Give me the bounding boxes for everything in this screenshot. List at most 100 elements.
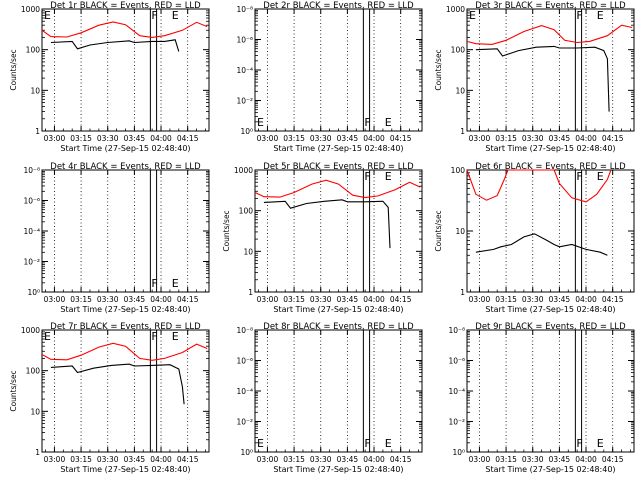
y-tick-label: 1000 xyxy=(21,5,40,14)
series-events-line xyxy=(475,233,608,256)
y-tick-label: 1000 xyxy=(446,5,465,14)
detector-panel-8: Det 8r BLACK = Events, RED = LLD 10⁰ 10⁻² 1… xyxy=(236,322,423,474)
x-tick-label: 03:45 xyxy=(549,295,571,304)
marker-label-e: E xyxy=(597,9,604,22)
x-tick-label: 04:00 xyxy=(150,455,172,464)
detector-panel-4: Det 4r BLACK = Events, RED = LLD 10⁰ 10⁻² 1… xyxy=(23,162,210,314)
plot-frame xyxy=(41,169,210,293)
y-tick-label: 10 xyxy=(30,407,40,416)
series-events-line xyxy=(50,363,185,405)
panel-title: Det 7r BLACK = Events, RED = LLD xyxy=(50,322,201,332)
x-tick-label: 03:15 xyxy=(283,134,305,143)
y-tick-label: 100 xyxy=(451,46,466,55)
y-tick-label: 1 xyxy=(35,448,40,457)
y-tick-label: 10⁻² xyxy=(236,97,253,106)
x-tick-label: 03:00 xyxy=(44,134,66,143)
x-axis-title: Start Time (27-Sep-15 02:48:40) xyxy=(485,305,615,314)
plot-frame xyxy=(466,8,635,132)
x-tick-label: 03:15 xyxy=(495,455,517,464)
x-tick-label: 03:15 xyxy=(70,134,92,143)
x-tick-label: 03:30 xyxy=(310,134,332,143)
y-tick-label: 10⁻² xyxy=(448,418,465,427)
y-tick-label: 100 xyxy=(451,166,466,175)
marker-label-e: E xyxy=(385,170,392,183)
x-tick-label: 04:00 xyxy=(363,134,385,143)
marker-label-f: F xyxy=(364,170,370,183)
x-axis-title: Start Time (27-Sep-15 02:48:40) xyxy=(273,465,403,474)
marker-label-e: E xyxy=(385,116,392,129)
y-tick-label: 10 xyxy=(30,86,40,95)
y-tick-label: 100 xyxy=(26,46,41,55)
marker-label-f: F xyxy=(364,116,370,129)
panel-title: Det 4r BLACK = Events, RED = LLD xyxy=(50,162,201,172)
detector-panel-9: Det 9r BLACK = Events, RED = LLD 10⁰ 10⁻² 1… xyxy=(448,322,635,474)
x-tick-label: 03:00 xyxy=(44,295,66,304)
marker-label-f: F xyxy=(151,9,157,22)
y-tick-label: 10⁻⁸ xyxy=(23,166,40,175)
x-tick-label: 03:15 xyxy=(70,455,92,464)
x-tick-label: 03:15 xyxy=(495,134,517,143)
marker-label-e: E xyxy=(257,116,264,129)
series-lld-line xyxy=(41,342,208,361)
x-tick-label: 04:15 xyxy=(177,295,199,304)
y-tick-label: 10⁻⁶ xyxy=(236,357,253,366)
y-axis-title: Counts/sec xyxy=(9,49,18,90)
series-lld-line xyxy=(466,169,612,203)
y-tick-label: 1000 xyxy=(234,166,253,175)
panel-title: Det 9r BLACK = Events, RED = LLD xyxy=(475,322,626,332)
y-tick-label: 10⁻⁴ xyxy=(236,66,253,75)
marker-label-e: E xyxy=(385,437,392,450)
x-tick-label: 04:00 xyxy=(575,134,597,143)
y-tick-label: 10⁻⁶ xyxy=(23,197,40,206)
panel-title: Det 2r BLACK = Events, RED = LLD xyxy=(263,1,414,11)
y-axis-title: Counts/sec xyxy=(434,210,443,251)
panel-title: Det 8r BLACK = Events, RED = LLD xyxy=(263,322,414,332)
x-tick-label: 03:15 xyxy=(283,295,305,304)
x-axis-title: Start Time (27-Sep-15 02:48:40) xyxy=(485,465,615,474)
y-tick-label: 10 xyxy=(455,227,465,236)
series-lld-line xyxy=(254,179,421,199)
panel-title: Det 5r BLACK = Events, RED = LLD xyxy=(263,162,414,172)
x-axis-title: Start Time (27-Sep-15 02:48:40) xyxy=(273,144,403,153)
marker-label-e: E xyxy=(257,437,264,450)
x-tick-label: 04:15 xyxy=(602,455,624,464)
x-tick-label: 03:15 xyxy=(70,295,92,304)
x-tick-label: 04:15 xyxy=(177,134,199,143)
detector-panel-3: Det 3r BLACK = Events, RED = LLD 1 10 100 10… xyxy=(434,1,635,153)
series-lld-line xyxy=(466,24,633,45)
y-axis-title: Counts/sec xyxy=(434,49,443,90)
y-tick-label: 10⁰ xyxy=(240,448,253,457)
detector-panel-2: Det 2r BLACK = Events, RED = LLD 10⁰ 10⁻² 1… xyxy=(236,1,423,153)
y-tick-label: 10⁻² xyxy=(23,258,40,267)
x-tick-label: 04:00 xyxy=(363,295,385,304)
x-tick-label: 04:15 xyxy=(390,455,412,464)
marker-label-e: E xyxy=(469,9,476,22)
marker-label-e: E xyxy=(172,277,179,290)
x-tick-label: 03:30 xyxy=(97,134,119,143)
x-tick-label: 04:00 xyxy=(575,455,597,464)
y-tick-label: 10 xyxy=(455,86,465,95)
x-axis-title: Start Time (27-Sep-15 02:48:40) xyxy=(273,305,403,314)
x-tick-label: 03:00 xyxy=(469,455,491,464)
x-tick-label: 03:00 xyxy=(257,455,279,464)
y-tick-label: 1 xyxy=(35,127,40,136)
x-tick-label: 03:00 xyxy=(44,455,66,464)
y-tick-label: 100 xyxy=(239,207,254,216)
y-tick-label: 10⁻⁴ xyxy=(448,387,465,396)
x-tick-label: 04:00 xyxy=(363,455,385,464)
series-lld-line xyxy=(41,21,208,38)
y-tick-label: 100 xyxy=(26,367,41,376)
y-tick-label: 1000 xyxy=(21,326,40,335)
plot-frame xyxy=(466,169,635,293)
x-tick-label: 03:30 xyxy=(522,134,544,143)
x-tick-label: 04:15 xyxy=(602,295,624,304)
plot-frame xyxy=(254,8,423,132)
x-tick-label: 03:30 xyxy=(310,295,332,304)
marker-label-f: F xyxy=(364,437,370,450)
y-tick-label: 10⁻⁸ xyxy=(236,326,253,335)
x-tick-label: 03:30 xyxy=(522,455,544,464)
series-events-line xyxy=(50,39,180,52)
marker-label-e: E xyxy=(44,330,51,343)
